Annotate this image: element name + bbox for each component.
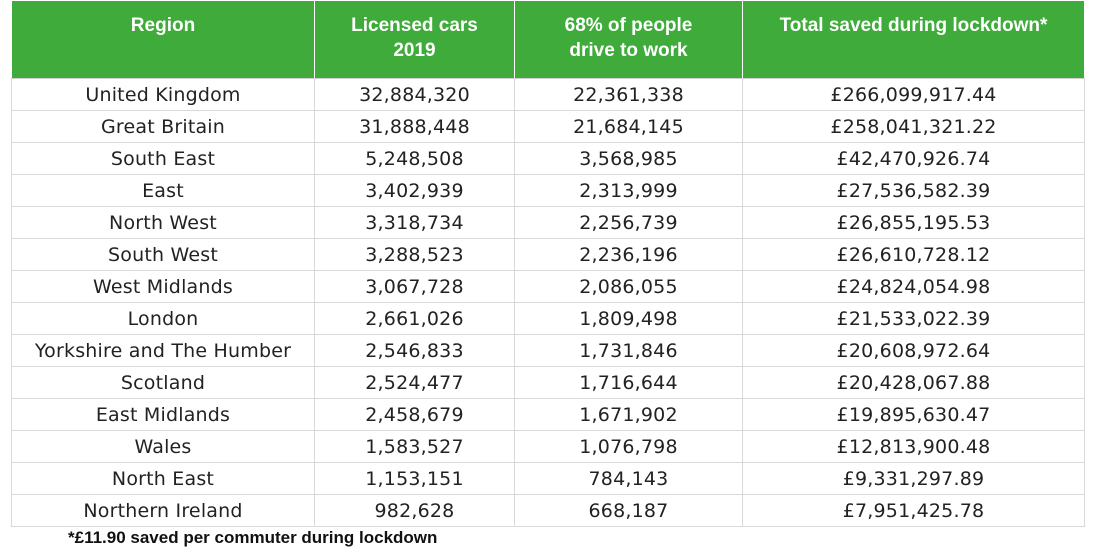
drive-to-work-cell: 1,731,846 [514,334,743,367]
drive-to-work-cell: 1,076,798 [514,430,743,463]
table-row: South East 5,248,508 3,568,985 £42,470,926.… [11,142,1085,175]
lockdown-savings-table: Region Licensed cars 2019 68% of people … [11,0,1085,527]
drive-to-work-cell: 2,086,055 [514,270,743,303]
drive-to-work-cell: 2,236,196 [514,238,743,271]
total-saved-cell: £266,099,917.44 [742,78,1085,111]
header-total-saved-line-1: Total saved during lockdown* [779,15,1048,36]
total-saved-cell: £9,331,297.89 [742,462,1085,495]
drive-to-work-cell: 1,716,644 [514,366,743,399]
table-row: East Midlands 2,458,679 1,671,902 £19,895,6… [11,398,1085,431]
licensed-cars-cell: 1,583,527 [314,430,515,463]
region-cell: East Midlands [11,398,315,431]
total-saved-cell: £19,895,630.47 [742,398,1085,431]
region-cell: West Midlands [11,270,315,303]
region-cell: Northern Ireland [11,494,315,527]
total-saved-cell: £7,951,425.78 [742,494,1085,527]
licensed-cars-cell: 5,248,508 [314,142,515,175]
header-licensed-cars-line-1: Licensed cars [351,15,478,36]
table-row: Great Britain 31,888,448 21,684,145 £258,04… [11,110,1085,143]
drive-to-work-cell: 668,187 [514,494,743,527]
licensed-cars-cell: 32,884,320 [314,78,515,111]
licensed-cars-cell: 3,288,523 [314,238,515,271]
table-row: North West 3,318,734 2,256,739 £26,855,195.… [11,206,1085,239]
licensed-cars-cell: 3,067,728 [314,270,515,303]
region-cell: Great Britain [11,110,315,143]
total-saved-cell: £24,824,054.98 [742,270,1085,303]
region-cell: Wales [11,430,315,463]
table-row: North East 1,153,151 784,143 £9,331,297.89 [11,462,1085,495]
drive-to-work-cell: 22,361,338 [514,78,743,111]
licensed-cars-cell: 2,458,679 [314,398,515,431]
drive-to-work-cell: 3,568,985 [514,142,743,175]
total-saved-cell: £27,536,582.39 [742,174,1085,207]
header-region-line-1: Region [130,15,196,36]
total-saved-cell: £21,533,022.39 [742,302,1085,335]
licensed-cars-cell: 1,153,151 [314,462,515,495]
licensed-cars-cell: 3,402,939 [314,174,515,207]
region-cell: North East [11,462,315,495]
table-body: United Kingdom 32,884,320 22,361,338 £266,0… [11,78,1085,527]
total-saved-cell: £20,608,972.64 [742,334,1085,367]
licensed-cars-cell: 31,888,448 [314,110,515,143]
region-cell: Yorkshire and The Humber [11,334,315,367]
region-cell: Scotland [11,366,315,399]
table-row: West Midlands 3,067,728 2,086,055 £24,824,0… [11,270,1085,303]
data-table-container: Region Licensed cars 2019 68% of people … [11,0,1085,527]
region-cell: East [11,174,315,207]
total-saved-cell: £26,610,728.12 [742,238,1085,271]
region-cell: London [11,302,315,335]
drive-to-work-cell: 2,256,739 [514,206,743,239]
table-row: Wales 1,583,527 1,076,798 £12,813,900.48 [11,430,1085,463]
licensed-cars-cell: 3,318,734 [314,206,515,239]
region-cell: South West [11,238,315,271]
table-row: London 2,661,026 1,809,498 £21,533,022.39 [11,302,1085,335]
header-drive-to-work-line-1: 68% of people [564,15,693,36]
region-cell: North West [11,206,315,239]
licensed-cars-cell: 2,524,477 [314,366,515,399]
header-region: Region [11,0,315,79]
table-row: Northern Ireland 982,628 668,187 £7,951,425… [11,494,1085,527]
table-row: East 3,402,939 2,313,999 £27,536,582.39 [11,174,1085,207]
header-row: Region Licensed cars 2019 68% of people … [11,0,1085,79]
header-drive-to-work: 68% of people drive to work [514,0,743,79]
licensed-cars-cell: 982,628 [314,494,515,527]
total-saved-cell: £12,813,900.48 [742,430,1085,463]
region-cell: United Kingdom [11,78,315,111]
header-drive-to-work-line-2: drive to work [569,40,688,61]
drive-to-work-cell: 1,671,902 [514,398,743,431]
drive-to-work-cell: 1,809,498 [514,302,743,335]
header-licensed-cars: Licensed cars 2019 [314,0,515,79]
table-row: Scotland 2,524,477 1,716,644 £20,428,067.88 [11,366,1085,399]
table-row: United Kingdom 32,884,320 22,361,338 £266,0… [11,78,1085,111]
licensed-cars-cell: 2,546,833 [314,334,515,367]
total-saved-cell: £258,041,321.22 [742,110,1085,143]
header-licensed-cars-line-2: 2019 [393,40,436,61]
total-saved-cell: £20,428,067.88 [742,366,1085,399]
drive-to-work-cell: 21,684,145 [514,110,743,143]
licensed-cars-cell: 2,661,026 [314,302,515,335]
table-row: Yorkshire and The Humber 2,546,833 1,731,8… [11,334,1085,367]
table-row: South West 3,288,523 2,236,196 £26,610,728.… [11,238,1085,271]
total-saved-cell: £42,470,926.74 [742,142,1085,175]
total-saved-cell: £26,855,195.53 [742,206,1085,239]
drive-to-work-cell: 784,143 [514,462,743,495]
drive-to-work-cell: 2,313,999 [514,174,743,207]
footnote: *£11.90 saved per commuter during lockdo… [68,528,438,547]
region-cell: South East [11,142,315,175]
header-total-saved: Total saved during lockdown* [742,0,1085,79]
